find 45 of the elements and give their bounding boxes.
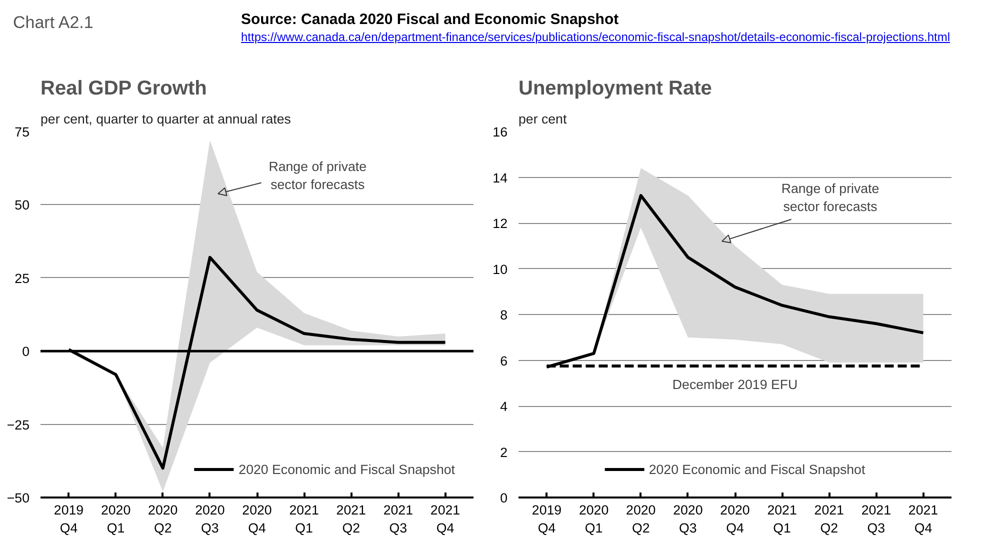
x-tick-label: 2021 Q4: [908, 502, 938, 536]
x-tick-label: 2020 Q1: [100, 502, 131, 536]
x-tick-label: 2020 Q1: [578, 502, 609, 536]
annotation: Range of private sector forecasts: [268, 158, 367, 192]
y-tick-label: 6: [500, 353, 508, 368]
x-tick-label: 2021 Q2: [814, 502, 844, 536]
y-tick-label: 8: [500, 308, 508, 322]
x-tick-label: 2020 Q4: [720, 502, 750, 536]
y-tick-label: 0: [22, 344, 30, 360]
x-tick-label: 2020 Q2: [148, 502, 178, 536]
x-tick-label: 2020 Q4: [242, 502, 272, 536]
y-tick-label: 75: [14, 124, 30, 140]
text: https://www.canada.ca/en/department-finance/services/publications/economic-fiscal-snapshot/details-economic-fiscal-projections.html: [241, 29, 951, 46]
chart-title: Unemployment Rate: [518, 78, 712, 100]
x-tick-label: 2021 Q3: [861, 502, 892, 536]
y-axis-title: per cent: [518, 112, 567, 126]
y-tick-label: 25: [14, 270, 30, 286]
y-tick-label: 0: [500, 490, 508, 506]
chart-title: Real GDP Growth: [40, 78, 207, 100]
legend-label: 2020 Economic and Fiscal Snapshot: [238, 462, 455, 476]
x-tick-label: 2021 Q3: [383, 502, 414, 536]
y-tick-label: 50: [14, 198, 30, 213]
x-tick-label: 2019 Q4: [532, 502, 562, 536]
x-tick-label: 2020 Q3: [673, 502, 703, 536]
source-note: Source: Canada 2020 Fiscal and Economic Snapshot: [241, 10, 619, 30]
x-tick-label: 2021 Q1: [289, 502, 319, 536]
series-label: December 2019 EFU: [672, 376, 798, 392]
y-tick-label: −50: [6, 490, 30, 506]
annotation: Range of private sector forecasts: [781, 180, 880, 214]
x-tick-label: 2020 Q2: [626, 502, 656, 536]
y-tick-label: −25: [6, 417, 30, 432]
y-tick-label: 10: [492, 262, 508, 277]
y-axis-title: per cent, quarter to quarter at annual rates: [40, 112, 292, 126]
y-tick-label: 16: [492, 124, 508, 140]
y-tick-label: 12: [492, 216, 508, 231]
x-tick-label: 2019 Q4: [54, 502, 84, 536]
y-tick-label: 14: [492, 170, 508, 186]
x-tick-label: 2021 Q1: [767, 502, 797, 536]
x-tick-label: 2021 Q2: [336, 502, 366, 536]
y-tick-label: 4: [500, 399, 508, 414]
legend-label: 2020 Economic and Fiscal Snapshot: [648, 462, 866, 476]
x-tick-label: 2020 Q3: [195, 502, 225, 536]
x-tick-label: 2021 Q4: [430, 502, 460, 536]
y-tick-label: 2: [500, 444, 508, 460]
caption: Chart A2.1: [13, 12, 94, 34]
